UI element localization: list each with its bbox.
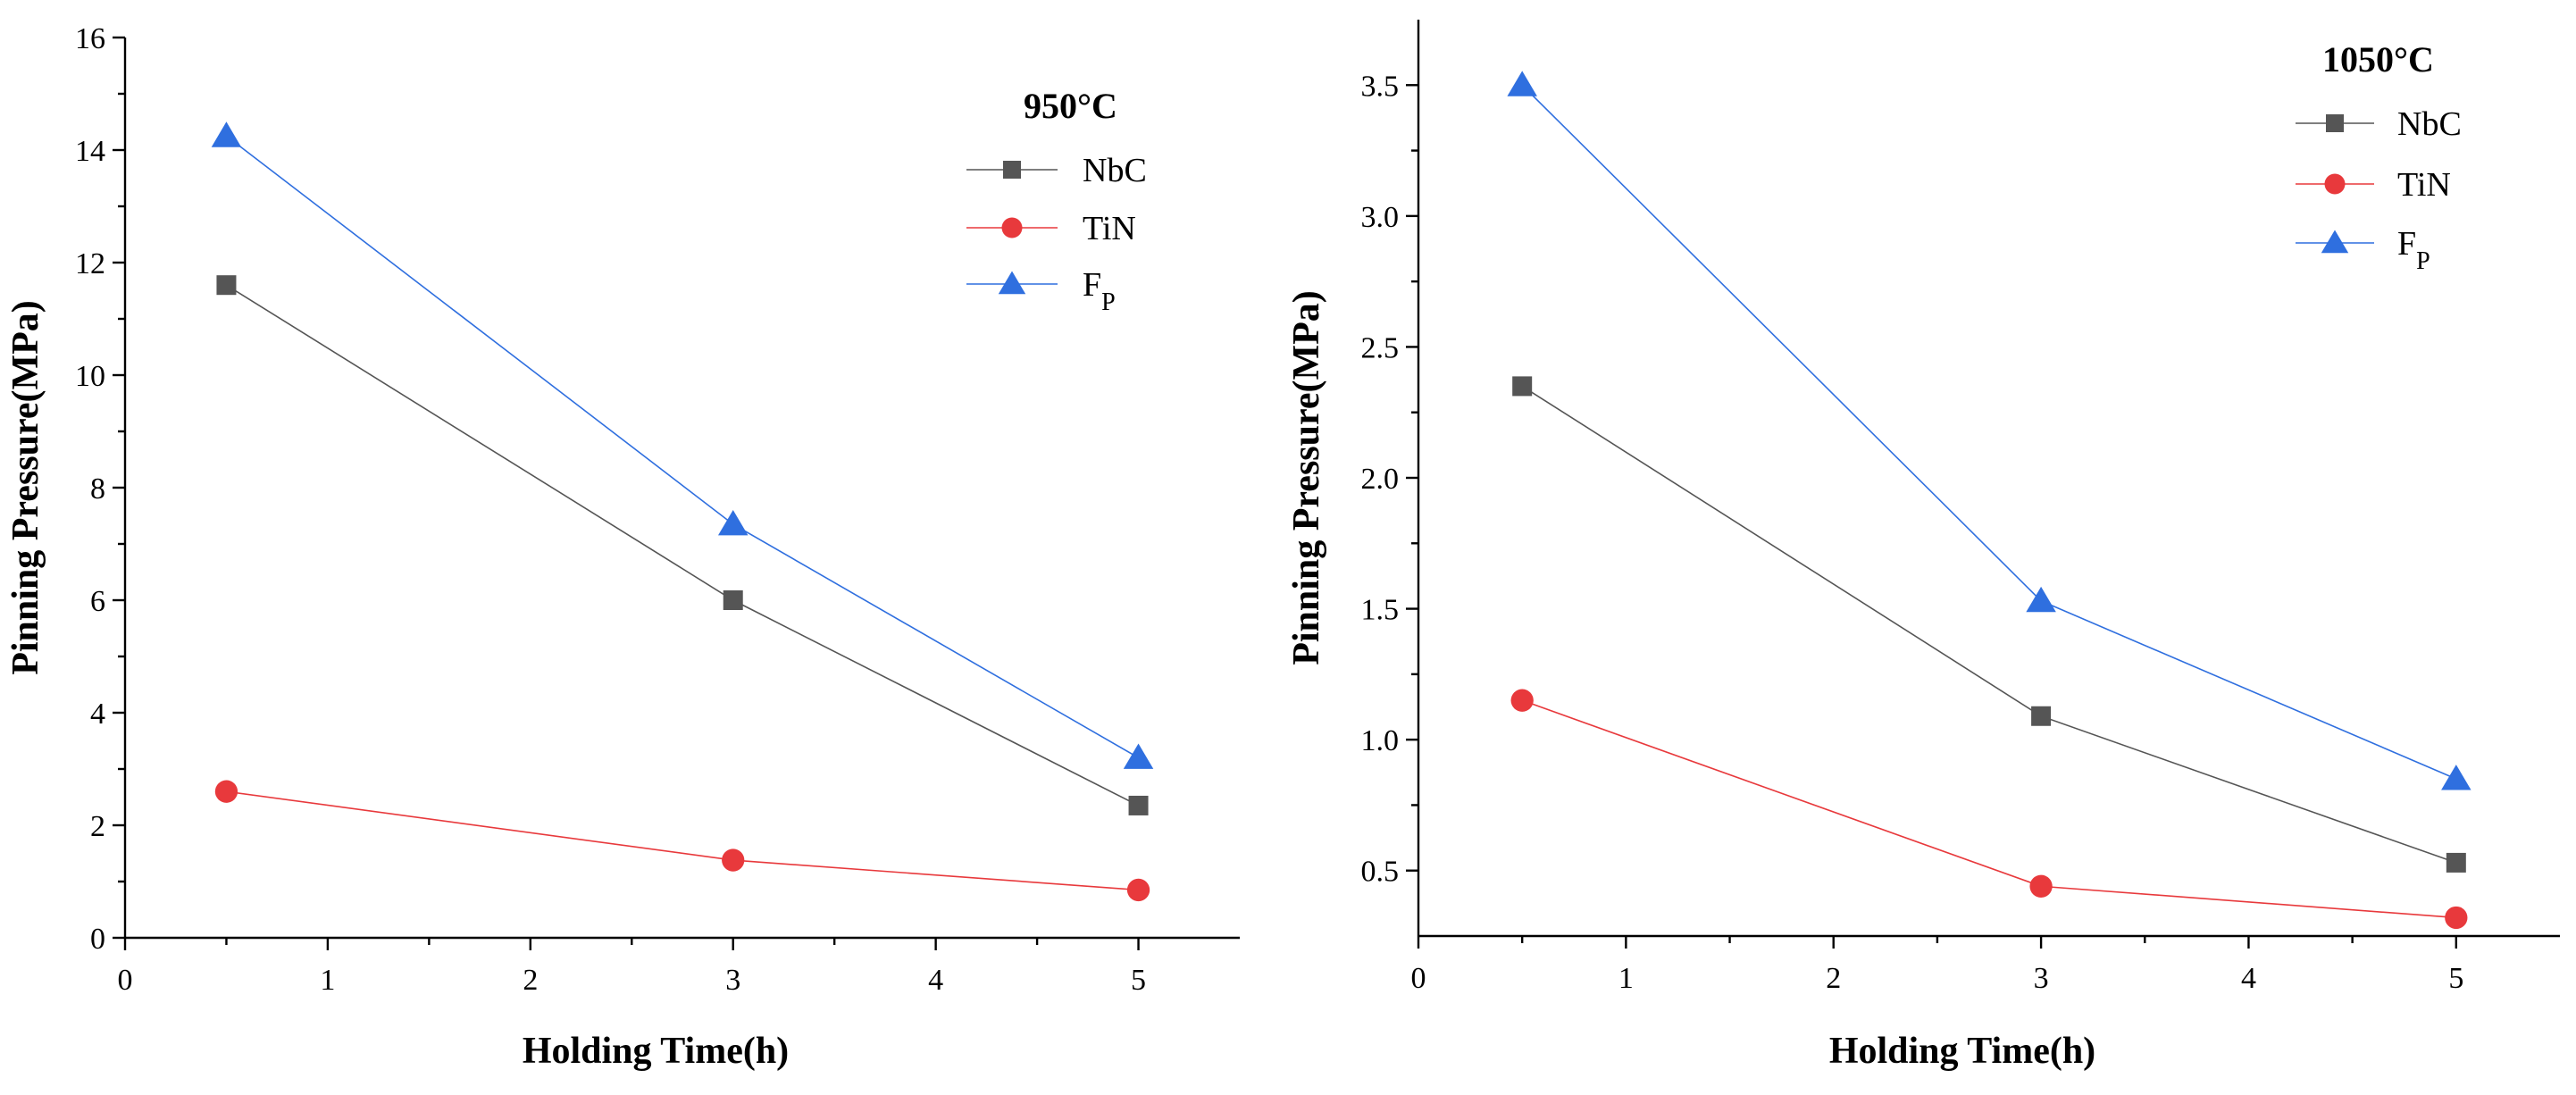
- y-tick-label: 2.0: [1361, 463, 1400, 496]
- x-tick-label: 3: [725, 964, 740, 997]
- y-tick-label: 16: [75, 22, 105, 55]
- y-tick-label: 1.5: [1361, 594, 1400, 627]
- legend-label-f: FP: [2397, 225, 2430, 275]
- chart-panel-2: 0 1 2 3 4 5 0.5 1.0 1.5 2.0 2.5 3.0 3.5 Holding Time(…: [1286, 20, 2560, 1072]
- y-tick-label: 2: [90, 810, 105, 843]
- x-tick-label: 4: [928, 964, 943, 997]
- series-line-f: [1521, 84, 2457, 780]
- data-point-nbc: [723, 590, 743, 610]
- legend: 1050°C NbC TiN FP: [2296, 39, 2462, 275]
- series-line-tin: [226, 790, 1139, 891]
- x-tick-label: 5: [1131, 964, 1146, 997]
- y-tick-label: 14: [75, 135, 105, 168]
- legend-marker-f: [2321, 230, 2349, 254]
- legend-label-tin: TiN: [2397, 166, 2451, 204]
- legend-label-nbc: NbC: [2397, 105, 2462, 143]
- legend-marker-tin: [1001, 217, 1023, 238]
- x-tick-label: 0: [118, 964, 133, 997]
- x-tick-label: 2: [523, 964, 538, 997]
- legend: 950°C NbC TiN FP: [966, 86, 1147, 316]
- y-axis-title: Pinning Pressure(MPa): [5, 300, 46, 675]
- y-tick-label: 6: [90, 585, 105, 618]
- data-point-tin: [2029, 874, 2053, 898]
- legend-marker-tin: [2324, 173, 2346, 195]
- x-tick-label: 5: [2448, 962, 2463, 995]
- legend-marker-f: [998, 271, 1026, 295]
- data-point-f: [2026, 586, 2056, 613]
- x-tick-label: 0: [1411, 962, 1426, 995]
- y-tick-label: 1.0: [1361, 724, 1400, 757]
- x-tick-label: 3: [2034, 962, 2049, 995]
- x-axis-title: Holding Time(h): [523, 1031, 789, 1072]
- x-tick-label: 1: [320, 964, 335, 997]
- data-point-tin: [214, 780, 238, 803]
- data-point-f: [717, 510, 749, 536]
- y-tick-label: 8: [90, 472, 105, 506]
- data-point-nbc: [1512, 376, 1533, 397]
- data-point-nbc: [2446, 852, 2466, 873]
- data-point-tin: [1126, 878, 1150, 902]
- x-tick-label: 4: [2241, 962, 2256, 995]
- y-tick-label: 2.5: [1361, 331, 1400, 364]
- series-line-tin: [1521, 699, 2456, 919]
- legend-title: 1050°C: [2322, 39, 2434, 79]
- legend-label-subscript: P: [2416, 247, 2430, 275]
- y-tick-label: 0.5: [1361, 856, 1400, 889]
- data-point-nbc: [216, 275, 237, 296]
- legend-label-subscript: P: [1101, 288, 1116, 316]
- legend-label-f: FP: [1083, 266, 1116, 316]
- y-axis-title: Pinning Pressure(MPa): [1286, 290, 1327, 665]
- y-tick-label: 3.0: [1361, 201, 1400, 234]
- data-point-f: [2441, 765, 2471, 790]
- data-point-nbc: [1128, 795, 1149, 815]
- series-line-f: [225, 135, 1139, 759]
- x-tick-label: 1: [1618, 962, 1634, 995]
- legend-marker-nbc: [1003, 161, 1021, 179]
- legend-marker-nbc: [2326, 114, 2344, 132]
- y-tick-label: 0: [90, 923, 105, 956]
- data-point-f: [1123, 743, 1154, 769]
- series-line-nbc: [226, 284, 1139, 807]
- y-tick-label: 12: [75, 247, 105, 280]
- x-tick-label: 2: [1826, 962, 1841, 995]
- y-tick-label: 10: [75, 360, 105, 393]
- legend-title: 950°C: [1024, 86, 1117, 126]
- data-point-tin: [1510, 689, 1534, 712]
- data-point-tin: [2445, 906, 2468, 930]
- data-point-f: [211, 121, 242, 147]
- data-point-f: [1507, 71, 1537, 96]
- legend-label-tin: TiN: [1083, 210, 1136, 247]
- data-point-tin: [722, 848, 745, 872]
- y-tick-label: 4: [90, 698, 105, 731]
- legend-label-nbc: NbC: [1083, 152, 1147, 189]
- x-axis-title: Holding Time(h): [1829, 1031, 2095, 1072]
- y-tick-label: 3.5: [1361, 70, 1400, 103]
- data-point-nbc: [2031, 706, 2052, 726]
- series-line-nbc: [1521, 385, 2457, 864]
